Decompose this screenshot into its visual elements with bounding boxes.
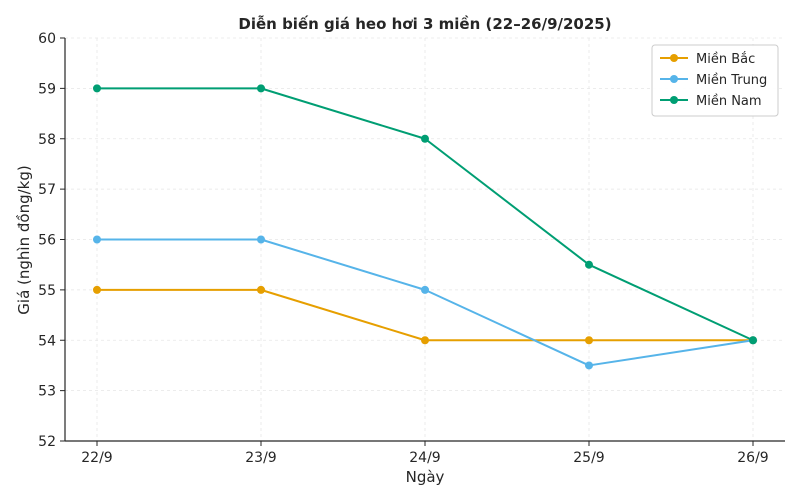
data-point xyxy=(585,336,593,345)
data-point xyxy=(93,285,101,294)
data-point xyxy=(585,361,593,370)
x-tick-label: 23/9 xyxy=(245,450,276,466)
legend: Miền Bắc Miền Trung Miền Nam xyxy=(651,44,779,117)
data-point xyxy=(257,235,265,244)
axes xyxy=(60,37,785,446)
legend-label: Miền Trung xyxy=(696,73,767,88)
x-axis-label: Ngày xyxy=(406,468,445,486)
data-point xyxy=(421,285,429,294)
legend-item: Miền Nam xyxy=(660,94,762,109)
legend-box xyxy=(651,44,779,117)
chart-title: Diễn biến giá heo hơi 3 miền (22–26/9/20… xyxy=(238,14,611,33)
data-point xyxy=(257,285,265,294)
grid xyxy=(65,37,785,442)
data-point xyxy=(421,336,429,345)
x-tick-label: 25/9 xyxy=(573,450,604,466)
data-point xyxy=(257,84,265,93)
data-point xyxy=(585,260,593,269)
x-tick-label: 22/9 xyxy=(81,450,112,466)
y-tick-label: 58 xyxy=(38,132,56,148)
data-point xyxy=(93,235,101,244)
y-tick-label: 55 xyxy=(38,283,56,299)
tick-labels: 52 53 54 55 56 57 58 59 60 22/9 23/9 24/9 25/9 26/9 xyxy=(38,31,769,466)
data-point xyxy=(421,134,429,143)
legend-label: Miền Nam xyxy=(696,94,762,109)
x-tick-label: 26/9 xyxy=(737,450,768,466)
legend-label: Miền Bắc xyxy=(696,52,755,67)
y-tick-label: 57 xyxy=(38,182,56,198)
y-tick-label: 59 xyxy=(38,81,56,97)
legend-marker xyxy=(670,96,678,104)
x-tick-label: 24/9 xyxy=(409,450,440,466)
y-axis-label: Giá (nghìn đồng/kg) xyxy=(15,165,33,314)
y-tick-label: 60 xyxy=(38,31,56,47)
legend-item: Miền Bắc xyxy=(660,52,755,67)
data-point xyxy=(749,336,757,345)
series-lines xyxy=(93,84,757,370)
legend-item: Miền Trung xyxy=(660,73,767,88)
legend-marker xyxy=(670,75,678,83)
y-tick-label: 56 xyxy=(38,233,56,249)
series-2 xyxy=(93,84,757,345)
y-tick-label: 52 xyxy=(38,434,56,450)
data-point xyxy=(93,84,101,93)
legend-marker xyxy=(670,54,678,62)
y-tick-label: 54 xyxy=(38,333,56,349)
y-tick-label: 53 xyxy=(38,384,56,400)
